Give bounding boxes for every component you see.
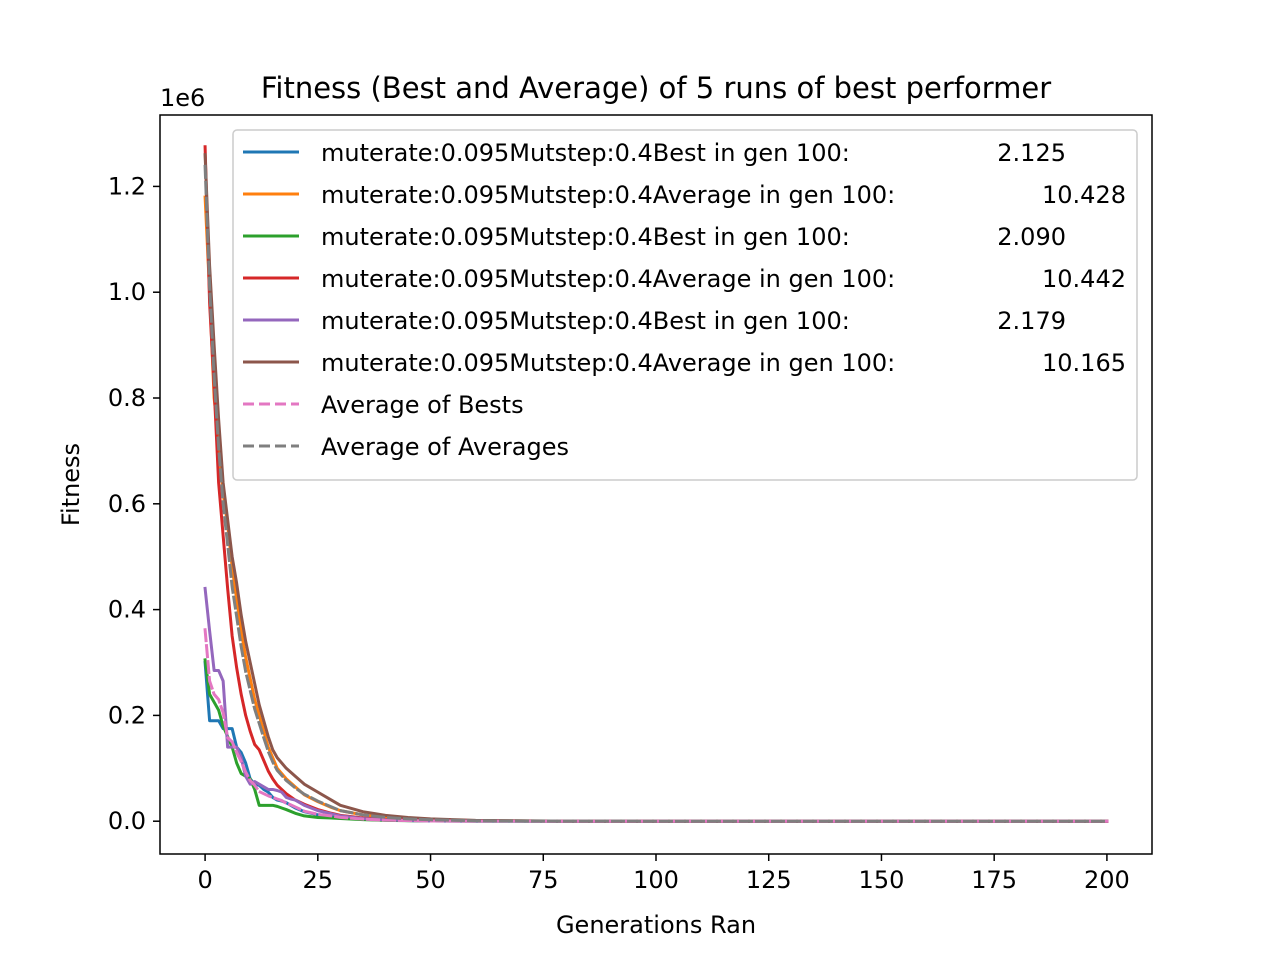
- legend-label-8: Average of Averages: [321, 433, 569, 461]
- legend-value-5: 2.179: [997, 307, 1066, 335]
- x-axis: 0 25 50 75 100 125 150 175 200: [197, 854, 1130, 894]
- y-tick-label: 0.4: [108, 596, 146, 624]
- legend-value-2: 10.428: [1042, 181, 1126, 209]
- legend-box: [232, 129, 1138, 481]
- y-axis: 0.0 0.2 0.4 0.6 0.8 1.0 1.2: [108, 172, 160, 835]
- x-axis-title: Generations Ran: [556, 911, 756, 939]
- legend-label-6: muterate:0.095Mutstep:0.4Average in gen …: [321, 349, 895, 377]
- chart-title: Fitness (Best and Average) of 5 runs of …: [261, 71, 1051, 105]
- x-tick-label: 200: [1084, 866, 1130, 894]
- legend-value-6: 10.165: [1042, 349, 1126, 377]
- legend-label-3: muterate:0.095Mutstep:0.4Best in gen 100…: [321, 223, 850, 251]
- legend: muterate:0.095Mutstep:0.4Best in gen 100…: [232, 129, 1138, 481]
- legend-label-2: muterate:0.095Mutstep:0.4Average in gen …: [321, 181, 895, 209]
- x-tick-label: 50: [415, 866, 446, 894]
- plot-area: [203, 145, 1109, 823]
- legend-label-4: muterate:0.095Mutstep:0.4Average in gen …: [321, 265, 895, 293]
- series-line-8: [203, 164, 1109, 823]
- legend-label-1: muterate:0.095Mutstep:0.4Best in gen 100…: [321, 139, 850, 167]
- x-tick-label: 125: [746, 866, 792, 894]
- x-tick-label: 25: [303, 866, 334, 894]
- x-tick-label: 0: [197, 866, 212, 894]
- y-tick-label: 0.0: [108, 807, 146, 835]
- y-tick-label: 1.0: [108, 278, 146, 306]
- legend-label-7: Average of Bests: [321, 391, 524, 419]
- y-axis-offset-label: 1e6: [160, 84, 205, 112]
- legend-value-1: 2.125: [997, 139, 1066, 167]
- y-axis-title: Fitness: [57, 443, 85, 526]
- y-tick-label: 1.2: [108, 172, 146, 200]
- legend-value-4: 10.442: [1042, 265, 1126, 293]
- y-tick-label: 0.6: [108, 490, 146, 518]
- x-tick-label: 150: [859, 866, 905, 894]
- y-tick-label: 0.2: [108, 701, 146, 729]
- x-tick-label: 75: [528, 866, 559, 894]
- x-tick-label: 175: [971, 866, 1017, 894]
- legend-label-5: muterate:0.095Mutstep:0.4Best in gen 100…: [321, 307, 850, 335]
- x-tick-label: 100: [633, 866, 679, 894]
- y-tick-label: 0.8: [108, 384, 146, 412]
- legend-value-3: 2.090: [997, 223, 1066, 251]
